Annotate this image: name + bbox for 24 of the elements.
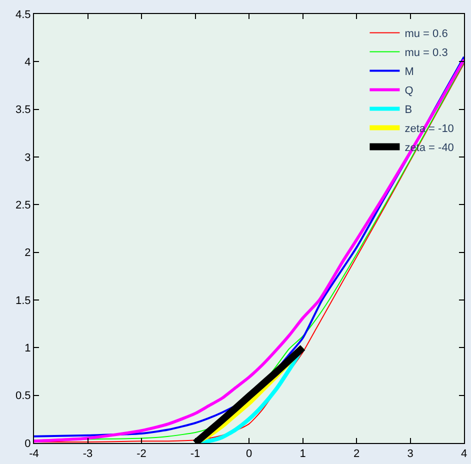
y-tick-label: 0.5 <box>16 390 31 402</box>
y-tick-label: 1.5 <box>16 294 31 307</box>
y-tick-label: 2 <box>24 247 31 260</box>
y-tick-label: 3 <box>24 152 31 164</box>
y-tick-label: 2.5 <box>16 200 31 212</box>
legend-label: mu = 0.6 <box>404 28 448 40</box>
legend-label: B <box>404 104 412 116</box>
x-tick-label: 0 <box>246 448 252 460</box>
x-tick-label: 2 <box>353 448 360 460</box>
legend-label: Q <box>404 85 414 98</box>
x-tick-label: 1 <box>300 448 306 460</box>
x-tick-label: -2 <box>136 448 146 460</box>
x-tick-label: -3 <box>82 448 93 460</box>
legend-label: M <box>404 66 414 78</box>
y-tick-label: 0 <box>24 438 31 450</box>
x-tick-label: 3 <box>407 448 414 460</box>
y-tick-label: 1 <box>24 342 31 355</box>
x-tick-label: 4 <box>460 448 468 460</box>
y-tick-label: 4 <box>24 56 31 69</box>
legend-label: mu = 0.3 <box>404 47 448 60</box>
y-tick-label: 3.5 <box>16 104 31 116</box>
x-tick-label: -4 <box>29 448 39 460</box>
y-tick-label: 4.5 <box>16 8 31 21</box>
x-tick-label: -1 <box>190 448 200 460</box>
